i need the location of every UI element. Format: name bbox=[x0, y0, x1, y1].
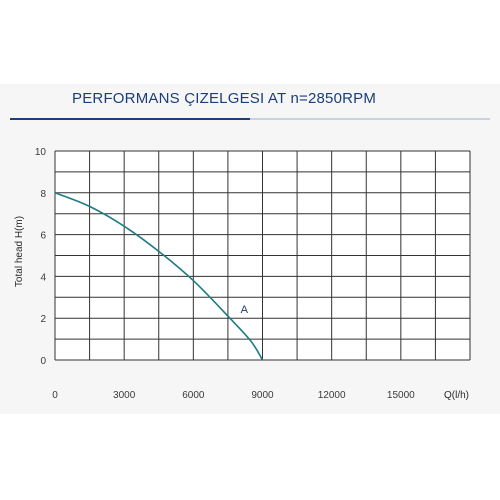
title-underline bbox=[10, 118, 490, 120]
x-tick-label: 0 bbox=[52, 390, 58, 401]
series-layer bbox=[54, 192, 264, 361]
y-tick-labels: 0 2 4 6 8 10 bbox=[35, 147, 47, 367]
series-line-A bbox=[54, 192, 264, 361]
x-tick-label: 6000 bbox=[182, 390, 205, 401]
x-tick-label: 12000 bbox=[318, 390, 346, 401]
annotations: A bbox=[241, 304, 249, 316]
y-tick-label: 10 bbox=[35, 147, 47, 158]
title-underline-light bbox=[250, 118, 490, 120]
y-tick-label: 8 bbox=[40, 189, 46, 200]
title-underline-dark bbox=[10, 118, 250, 120]
x-tick-labels: 0 3000 6000 9000 12000 15000 bbox=[52, 390, 415, 401]
y-tick-label: 2 bbox=[40, 314, 46, 325]
y-axis-label: Total head H(m) bbox=[14, 216, 25, 287]
x-tick-label: 3000 bbox=[113, 390, 136, 401]
series-label: A bbox=[241, 304, 249, 316]
x-tick-label: 15000 bbox=[387, 390, 415, 401]
x-axis-label: Q(l/h) bbox=[444, 390, 469, 401]
chart-title: PERFORMANS ÇIZELGESI AT n=2850RPM bbox=[72, 90, 377, 107]
y-tick-label: 6 bbox=[40, 231, 46, 242]
y-tick-label: 4 bbox=[40, 272, 46, 283]
y-tick-label: 0 bbox=[40, 356, 46, 367]
x-tick-label: 9000 bbox=[251, 390, 274, 401]
